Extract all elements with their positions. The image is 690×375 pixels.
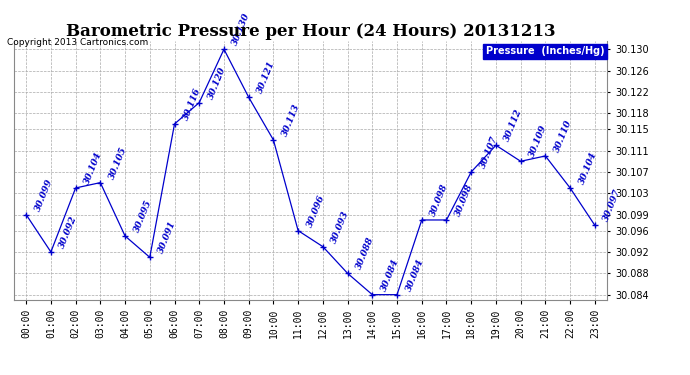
Text: 30.120: 30.120 (206, 65, 228, 100)
Text: Pressure  (Inches/Hg): Pressure (Inches/Hg) (486, 46, 604, 56)
Text: 30.098: 30.098 (453, 183, 475, 218)
Text: 30.105: 30.105 (107, 145, 128, 180)
Text: 30.084: 30.084 (380, 257, 400, 292)
Text: Copyright 2013 Cartronics.com: Copyright 2013 Cartronics.com (7, 38, 148, 47)
Text: 30.091: 30.091 (157, 220, 178, 255)
Text: 30.098: 30.098 (428, 183, 450, 218)
Text: 30.121: 30.121 (255, 60, 277, 95)
Text: 30.093: 30.093 (330, 209, 351, 245)
Text: 30.110: 30.110 (552, 118, 573, 154)
Text: 30.104: 30.104 (577, 150, 598, 186)
Text: 30.112: 30.112 (503, 108, 524, 143)
Text: 30.088: 30.088 (355, 236, 376, 271)
Title: Barometric Pressure per Hour (24 Hours) 20131213: Barometric Pressure per Hour (24 Hours) … (66, 23, 555, 40)
Text: 30.092: 30.092 (58, 214, 79, 250)
Text: 30.097: 30.097 (602, 188, 623, 223)
Text: 30.113: 30.113 (280, 102, 302, 138)
Text: 30.116: 30.116 (181, 87, 203, 122)
Text: 30.084: 30.084 (404, 257, 425, 292)
Text: 30.109: 30.109 (528, 124, 549, 159)
Text: 30.096: 30.096 (305, 193, 326, 228)
Text: 30.099: 30.099 (33, 177, 55, 213)
Text: 30.130: 30.130 (231, 12, 252, 47)
Text: 30.107: 30.107 (478, 135, 500, 170)
Text: 30.104: 30.104 (83, 150, 104, 186)
Text: 30.095: 30.095 (132, 199, 153, 234)
